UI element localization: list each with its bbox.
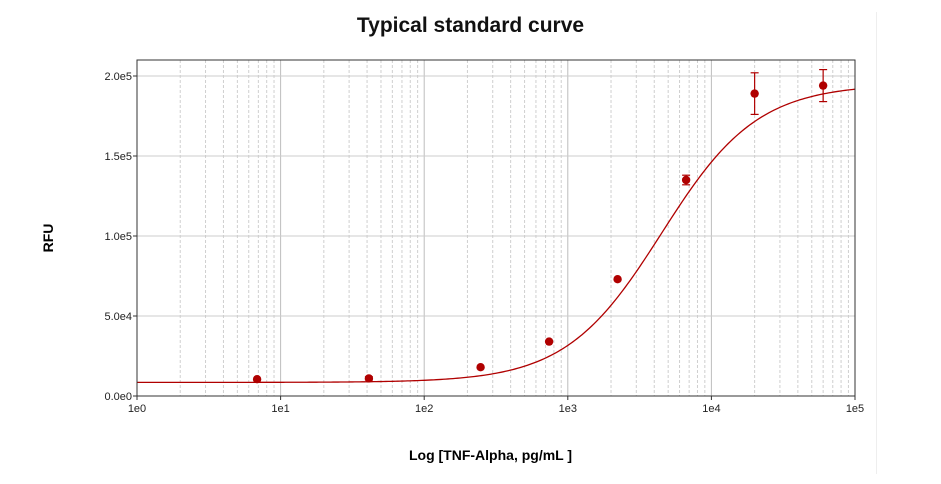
y-tick-label: 1.5e5: [104, 151, 132, 163]
plot-frame: [136, 59, 856, 397]
x-tick-label: 1e4: [702, 403, 720, 415]
panel-edge: [876, 12, 877, 474]
chart-title: Typical standard curve: [356, 14, 585, 37]
data-point: [544, 337, 554, 346]
y-tick-label: 0.0e0: [104, 391, 132, 403]
axis-ticks-group: 1e0 1e1 1e2 1e3 1e4 1e5 0.0e0 5.0e4 1.0e5 1.5e5 2.…: [104, 71, 864, 415]
x-tick-label: 1e5: [846, 403, 864, 415]
x-tick-label: 1e0: [128, 403, 146, 415]
data-points-group: [252, 68, 828, 384]
x-tick-label: 1e2: [415, 403, 433, 415]
grid-lines: [136, 60, 856, 397]
x-tick-label: 1e1: [271, 403, 289, 415]
y-tick-label: 1.0e5: [104, 231, 132, 243]
data-point: [818, 81, 828, 90]
x-tick-label: 1e3: [559, 403, 577, 415]
data-point: [252, 375, 262, 384]
y-tick-label: 5.0e4: [104, 311, 132, 323]
y-tick-label: 2.0e5: [104, 71, 132, 83]
data-point: [613, 275, 622, 284]
data-point: [681, 175, 691, 185]
data-point: [476, 363, 485, 372]
x-axis-label: Log [TNF-Alpha, pg/mL ]: [408, 447, 573, 463]
data-point: [364, 374, 374, 383]
data-point: [750, 89, 759, 98]
